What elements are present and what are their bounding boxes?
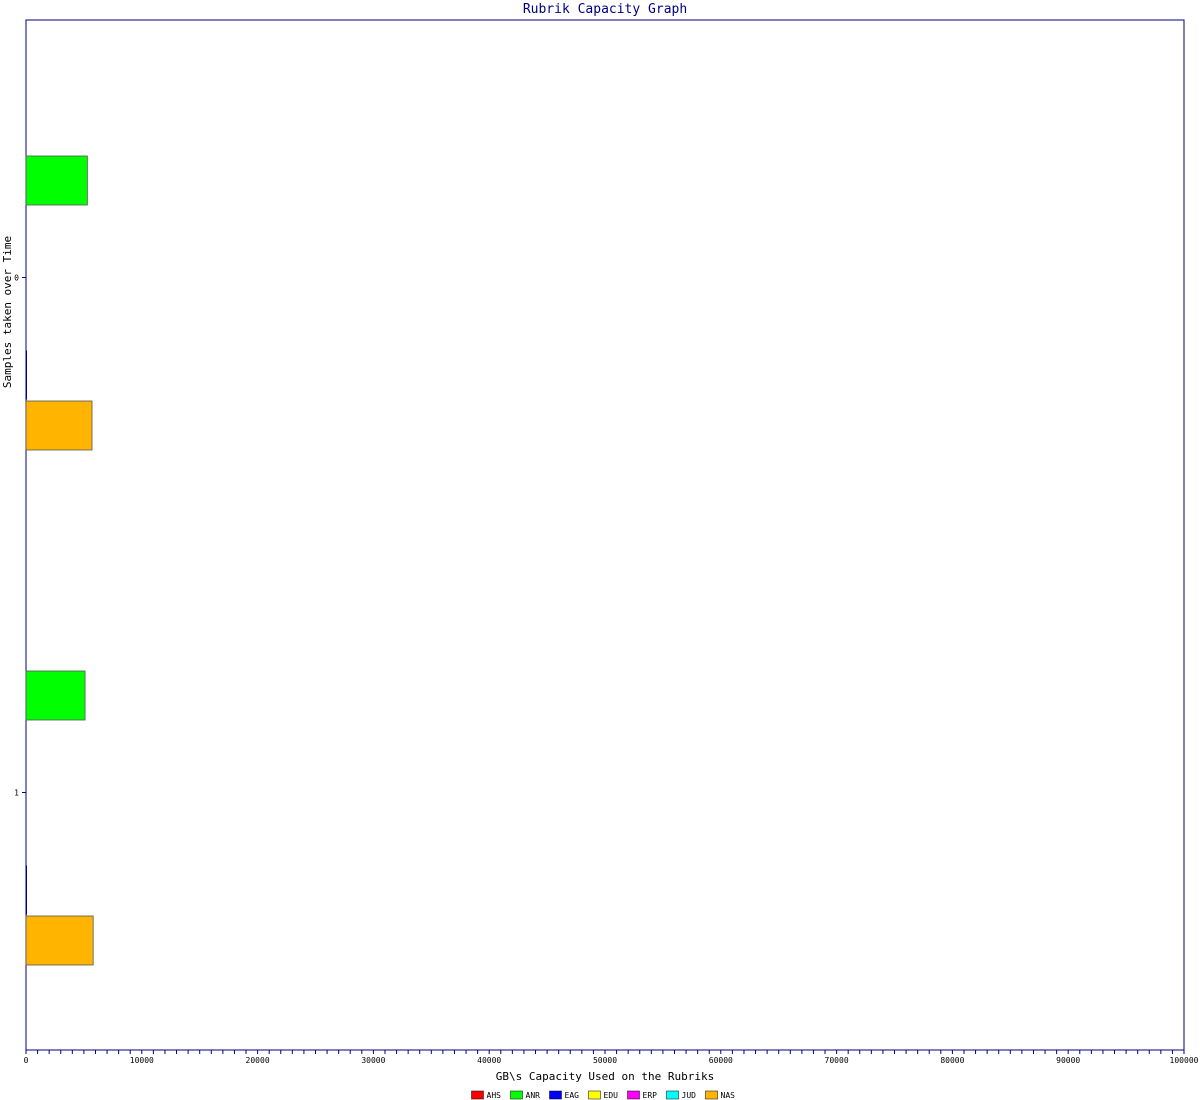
legend-label-erp: ERP [643, 1091, 658, 1100]
bar-anr-1 [25, 670, 86, 721]
x-tick-label: 40000 [477, 1056, 501, 1065]
bar-jud-1 [26, 865, 27, 915]
x-axis-title: GB\s Capacity Used on the Rubriks [496, 1070, 715, 1083]
bar-anr-0 [25, 155, 88, 206]
legend-swatch-edu [588, 1090, 601, 1100]
legend-swatch-nas [705, 1090, 718, 1100]
y-tick-label: 0 [14, 274, 19, 283]
x-tick-label: 100000 [1170, 1056, 1199, 1065]
legend-label-edu: EDU [604, 1091, 619, 1100]
bar-nas-0 [25, 400, 93, 451]
bar-jud-0 [26, 350, 27, 400]
legend-label-nas: NAS [721, 1091, 736, 1100]
plot-area [25, 19, 1185, 1051]
legend-swatch-jud [666, 1090, 679, 1100]
bar-nas-1 [25, 915, 94, 966]
y-axis-title: Samples taken over Time [1, 236, 14, 388]
x-tick-label: 0 [24, 1056, 29, 1065]
x-tick-label: 90000 [1056, 1056, 1080, 1065]
y-tick-label: 1 [14, 789, 19, 798]
x-tick-label: 80000 [940, 1056, 964, 1065]
x-tick-label: 70000 [825, 1056, 849, 1065]
legend-label-anr: ANR [526, 1091, 541, 1100]
x-tick-label: 60000 [709, 1056, 733, 1065]
x-tick-label: 30000 [361, 1056, 385, 1065]
chart-title: Rubrik Capacity Graph [523, 2, 687, 17]
legend-swatch-eag [549, 1090, 562, 1100]
legend-label-eag: EAG [565, 1091, 580, 1100]
x-tick-label: 50000 [593, 1056, 617, 1065]
x-tick-label: 20000 [246, 1056, 270, 1065]
legend-swatch-anr [510, 1090, 523, 1100]
legend-swatch-ahs [471, 1090, 484, 1100]
legend-swatch-erp [627, 1090, 640, 1100]
legend-label-jud: JUD [682, 1091, 697, 1100]
x-tick-label: 10000 [130, 1056, 154, 1065]
legend-label-ahs: AHS [487, 1091, 502, 1100]
